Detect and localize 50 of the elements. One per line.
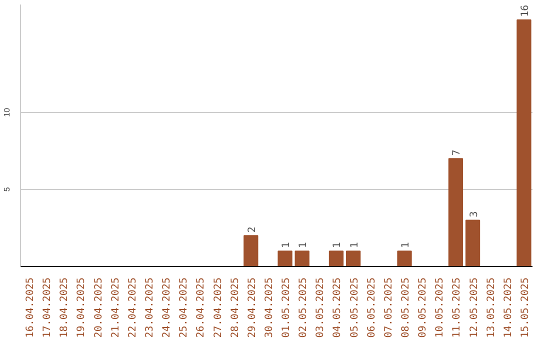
bar	[465, 220, 480, 266]
x-tick-label: 10.05.2025	[434, 277, 446, 338]
bar	[294, 250, 310, 266]
x-tick-label: 12.05.2025	[468, 277, 480, 338]
x-tick-label: 30.04.2025	[264, 277, 275, 338]
y-tick-label: 5	[2, 186, 12, 192]
bar	[516, 19, 532, 266]
bar	[397, 250, 412, 266]
data-label: 1	[298, 242, 310, 248]
x-tick-label: 23.04.2025	[144, 277, 156, 338]
x-tick-label: 22.04.2025	[127, 277, 138, 338]
x-tick-label: 13.05.2025	[486, 277, 497, 338]
bar	[448, 158, 464, 266]
x-tick-label: 19.04.2025	[76, 277, 88, 338]
x-tick-label: 01.05.2025	[281, 277, 292, 338]
x-tick-label: 18.04.2025	[59, 277, 70, 338]
x-tick-label: 21.04.2025	[110, 277, 122, 338]
bar	[278, 250, 292, 266]
bar	[244, 235, 258, 266]
data-label: 3	[468, 211, 480, 218]
bar	[328, 250, 344, 266]
x-tick-label: 17.04.2025	[42, 277, 54, 338]
data-label: 7	[452, 150, 463, 156]
x-tick-label: 06.05.2025	[366, 277, 378, 338]
x-tick-label: 03.05.2025	[315, 277, 326, 338]
x-tick-label: 11.05.2025	[452, 277, 463, 338]
x-tick-label: 15.05.2025	[520, 277, 531, 338]
data-label: 1	[349, 242, 360, 248]
x-tick-label: 16.04.2025	[25, 277, 36, 338]
data-label: 2	[246, 226, 258, 233]
data-label: 1	[281, 242, 292, 248]
data-label: 16	[520, 4, 531, 17]
x-tick-label: 29.04.2025	[246, 277, 258, 338]
x-tick-label: 14.05.2025	[502, 277, 514, 338]
x-tick-label: 28.04.2025	[230, 277, 241, 338]
x-tick-label: 07.05.2025	[383, 277, 394, 338]
x-tick-label: 25.04.2025	[178, 277, 190, 338]
data-label: 1	[400, 242, 412, 248]
x-tick-label: 26.04.2025	[196, 277, 207, 338]
bar	[346, 250, 361, 266]
x-tick-label: 02.05.2025	[298, 277, 310, 338]
data-label: 1	[332, 242, 344, 248]
x-tick-label: 05.05.2025	[349, 277, 360, 338]
x-tick-label: 09.05.2025	[418, 277, 429, 338]
x-tick-label: 04.05.2025	[332, 277, 344, 338]
x-tick-label: 20.04.2025	[93, 277, 104, 338]
x-tick-label: 24.04.2025	[162, 277, 173, 338]
x-tick-label: 27.04.2025	[212, 277, 224, 338]
x-tick-label: 08.05.2025	[400, 277, 412, 338]
y-tick-label: 10	[2, 107, 12, 117]
